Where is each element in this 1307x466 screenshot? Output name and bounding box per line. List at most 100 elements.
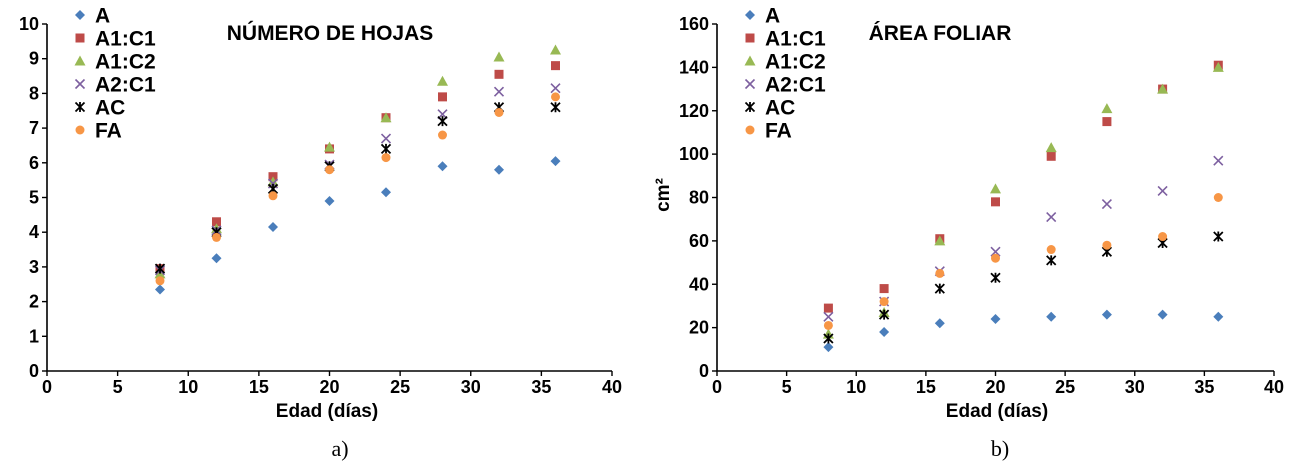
x-tick-label: 40 [1264, 377, 1284, 397]
data-point [155, 284, 165, 295]
data-point [494, 107, 504, 117]
data-point [493, 51, 505, 62]
data-point [380, 133, 392, 144]
series-ac [154, 102, 561, 274]
legend-marker [744, 101, 756, 113]
data-point [990, 246, 1001, 257]
chart-title: NÚMERO DE HOJAS [227, 21, 434, 45]
legend-marker [744, 78, 756, 90]
legend-marker [745, 10, 755, 20]
y-tick-label: 0 [29, 361, 39, 381]
x-tick-label: 35 [1194, 377, 1214, 397]
data-point [1101, 103, 1113, 114]
y-tick-label: 40 [689, 274, 709, 294]
data-point [154, 263, 166, 274]
series-a [155, 156, 561, 295]
data-point [935, 268, 945, 278]
data-point [1213, 231, 1224, 242]
y-tick-label: 1 [29, 326, 39, 346]
data-point [991, 197, 1000, 207]
x-tick-label: 0 [712, 377, 722, 397]
y-tick-label: 4 [29, 222, 39, 242]
y-tick-label: 3 [29, 257, 39, 277]
data-point [437, 116, 448, 127]
data-point [878, 309, 890, 320]
series-a1-c2 [822, 61, 1224, 339]
legend-marker [74, 78, 86, 90]
y-tick-label: 10 [19, 14, 39, 34]
data-point [550, 156, 561, 167]
data-point [550, 102, 561, 113]
x-tick-label: 10 [178, 377, 198, 397]
data-point [380, 143, 392, 155]
data-point [324, 141, 335, 152]
data-point [437, 161, 448, 172]
data-point [879, 326, 890, 337]
data-point [212, 232, 221, 242]
data-point [991, 253, 1000, 263]
y-tick-label: 60 [689, 231, 709, 251]
data-point [155, 276, 165, 286]
chart-panel-numero-de-hojas: NÚMERO DE HOJAS Edad (días) a) 0 1 2 3 4 5 6 7 8… [19, 5, 622, 462]
data-point [879, 284, 889, 294]
legend-marker [75, 125, 85, 135]
data-point [494, 164, 504, 175]
panel-caption: a) [331, 436, 348, 461]
y-tick-label: 5 [29, 188, 39, 208]
series-ac [823, 231, 1224, 344]
legend-marker [75, 10, 85, 20]
data-point [324, 195, 335, 206]
data-point [1213, 193, 1223, 202]
data-point [550, 83, 561, 94]
panel-caption: b) [991, 436, 1009, 461]
x-tick-label: 25 [1055, 377, 1075, 397]
data-point [990, 313, 1001, 324]
x-tick-label: 0 [42, 377, 52, 397]
data-point [381, 153, 391, 163]
data-point [1157, 185, 1168, 197]
x-tick-label: 10 [846, 377, 866, 397]
data-point [1046, 211, 1057, 223]
y-tick-label: 2 [29, 292, 39, 312]
legend-label: AC [765, 97, 795, 120]
data-point [1046, 255, 1057, 266]
y-tick-label: 20 [689, 318, 709, 338]
legend-label: A1:C2 [95, 51, 156, 74]
legend-marker [744, 55, 756, 66]
series-fa [155, 92, 560, 286]
data-point [1212, 61, 1224, 72]
y-tick-label: 7 [29, 118, 39, 138]
data-point [493, 86, 505, 97]
data-point [879, 297, 889, 307]
data-point [990, 183, 1001, 194]
data-point [551, 61, 560, 71]
data-point [494, 69, 504, 79]
x-tick-label: 15 [916, 377, 936, 397]
data-point [934, 283, 945, 294]
data-point [1102, 240, 1112, 250]
data-point [380, 112, 392, 123]
x-tick-label: 30 [1125, 377, 1145, 397]
legend-label: A1:C2 [765, 51, 826, 74]
data-point [934, 318, 945, 329]
x-tick-label: 15 [249, 377, 269, 397]
data-point [823, 311, 834, 322]
data-point [1157, 83, 1169, 94]
data-point [438, 130, 447, 140]
x-tick-label: 40 [602, 377, 622, 397]
x-tick-label: 20 [985, 377, 1005, 397]
data-point [211, 253, 222, 264]
x-tick-label: 5 [782, 377, 792, 397]
x-axis-label: Edad (días) [946, 401, 1048, 422]
data-point [1158, 232, 1168, 242]
data-point [1045, 142, 1057, 153]
y-tick-label: 80 [689, 188, 709, 208]
data-point [1102, 117, 1112, 127]
series-a1-c1 [823, 60, 1223, 313]
legend-label: AC [95, 97, 125, 120]
legend-label: FA [95, 120, 122, 143]
data-point [823, 303, 833, 313]
legend-marker [74, 55, 86, 66]
legend-label: A [95, 5, 110, 28]
